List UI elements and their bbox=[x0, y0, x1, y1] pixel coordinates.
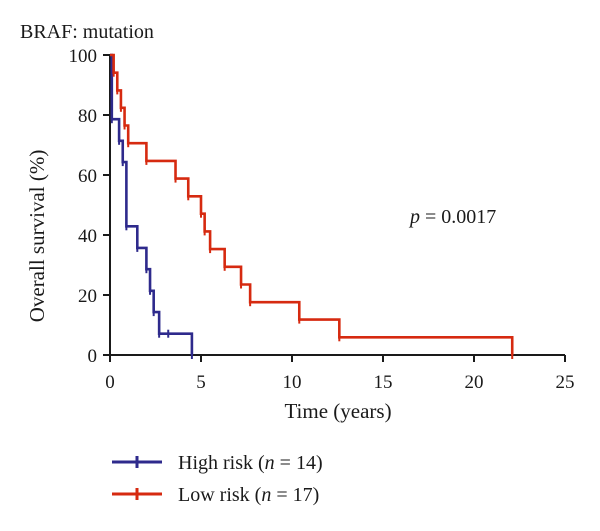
y-tick-label: 0 bbox=[88, 346, 98, 367]
plot-area: 0 5 10 15 20 25 0 20 40 60 80 100 bbox=[69, 46, 575, 393]
legend-label: High risk (n = 14) bbox=[178, 452, 323, 474]
p-value-symbol: p bbox=[408, 206, 420, 228]
legend-label: Low risk (n = 17) bbox=[178, 484, 319, 506]
y-axis-title: Overall survival (%) bbox=[25, 150, 49, 323]
y-tick-label: 80 bbox=[78, 106, 97, 127]
x-tick-label: 20 bbox=[465, 372, 484, 393]
x-tick-label: 15 bbox=[374, 372, 393, 393]
p-value-text: = 0.0017 bbox=[420, 206, 496, 228]
series-line-low-risk bbox=[110, 53, 514, 355]
series-line-high-risk bbox=[110, 53, 194, 355]
y-tick-label: 100 bbox=[69, 46, 98, 67]
p-value-annotation: p = 0.0017 bbox=[408, 206, 496, 228]
x-tick-label: 25 bbox=[556, 372, 575, 393]
x-tick-label: 5 bbox=[196, 372, 206, 393]
chart-title: BRAF: mutation bbox=[20, 21, 154, 43]
legend: High risk (n = 14) Low risk (n = 17) bbox=[112, 452, 323, 506]
x-axis-title: Time (years) bbox=[284, 399, 391, 423]
y-tick-label: 40 bbox=[78, 226, 97, 247]
y-tick-label: 60 bbox=[78, 166, 97, 187]
x-tick-label: 0 bbox=[105, 372, 115, 393]
x-tick-label: 10 bbox=[283, 372, 302, 393]
y-tick-label: 20 bbox=[78, 286, 97, 307]
